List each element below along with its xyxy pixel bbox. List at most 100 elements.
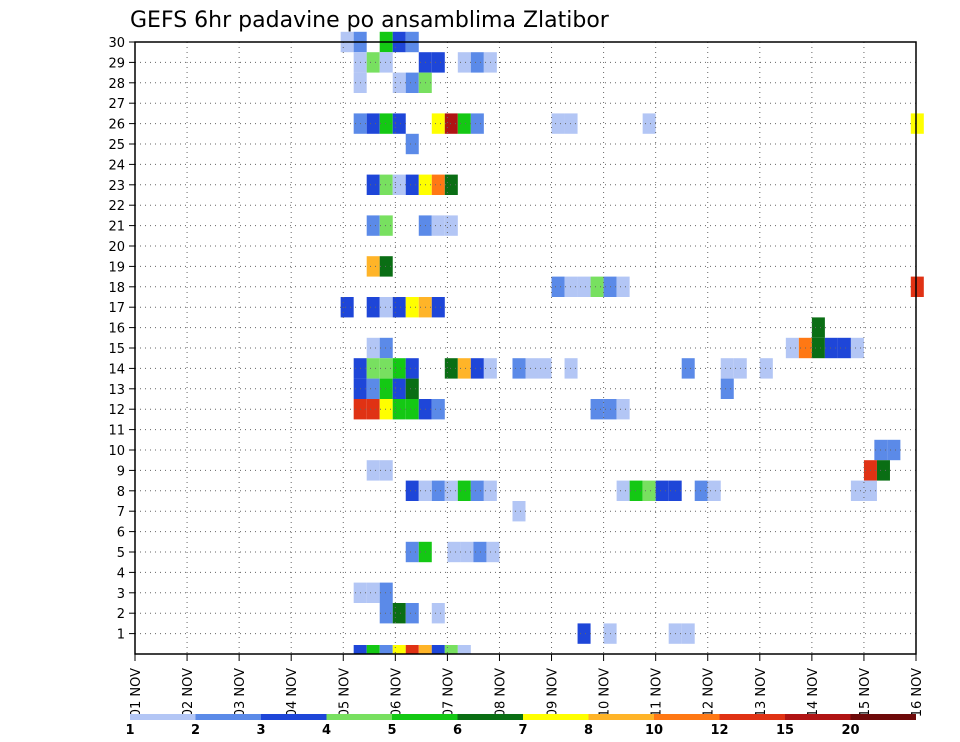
x-tick-label: 15 NOV bbox=[858, 668, 873, 717]
x-tick-label: 11 NOV bbox=[650, 668, 665, 717]
heatmap-cell bbox=[392, 297, 406, 318]
heatmap-cell bbox=[431, 215, 445, 236]
colorbar-swatch bbox=[261, 714, 327, 720]
y-tick-label: 20 bbox=[108, 240, 125, 255]
heatmap-cell bbox=[392, 113, 406, 134]
y-tick-label: 24 bbox=[108, 158, 125, 173]
heatmap-cell bbox=[629, 480, 643, 501]
y-tick-label: 23 bbox=[108, 179, 125, 194]
heatmap-cell bbox=[707, 480, 721, 501]
heatmap-cell bbox=[551, 276, 565, 297]
heatmap-cell bbox=[405, 358, 419, 379]
heatmap-cell bbox=[392, 378, 406, 399]
heatmap-cell bbox=[616, 480, 630, 501]
bottom-strip-cell bbox=[353, 645, 367, 654]
heatmap-cell bbox=[366, 174, 380, 195]
heatmap-cell bbox=[564, 113, 578, 134]
heatmap-cell bbox=[366, 460, 380, 481]
heatmap-cell bbox=[379, 358, 393, 379]
bottom-strip-cell bbox=[418, 645, 432, 654]
y-tick-label: 2 bbox=[117, 607, 125, 622]
colorbar-label: 3 bbox=[256, 723, 265, 738]
heatmap-cell bbox=[577, 623, 591, 644]
heatmap-cell bbox=[512, 358, 526, 379]
colorbar-label: 12 bbox=[710, 723, 728, 738]
heatmap-cell bbox=[379, 337, 393, 359]
colorbar-label: 5 bbox=[387, 723, 396, 738]
bottom-strip-cell bbox=[405, 645, 419, 654]
heatmap-cell bbox=[379, 603, 393, 624]
heatmap-cell bbox=[379, 460, 393, 481]
heatmap-cell bbox=[366, 337, 380, 359]
heatmap-cell bbox=[392, 399, 406, 420]
colorbar-swatch bbox=[588, 714, 654, 720]
heatmap-cell bbox=[590, 276, 604, 297]
heatmap-cell bbox=[379, 174, 393, 195]
y-tick-label: 30 bbox=[108, 36, 125, 51]
x-tick-label: 07 NOV bbox=[441, 668, 456, 717]
y-tick-label: 13 bbox=[108, 383, 125, 398]
heatmap-cell bbox=[486, 541, 500, 563]
heatmap-cell bbox=[392, 603, 406, 624]
heatmap-cell bbox=[785, 337, 799, 359]
x-axis-ticks: 01 NOV 02 NOV 03 NOV 04 NOV 05 NOV 06 NOV 07 N… bbox=[129, 654, 925, 717]
heatmap-cell bbox=[850, 480, 864, 501]
colorbar-swatch bbox=[130, 714, 196, 720]
heatmap-cell bbox=[616, 276, 630, 297]
y-tick-label: 27 bbox=[108, 97, 125, 112]
x-tick-label: 09 NOV bbox=[546, 668, 561, 717]
heatmap-cell bbox=[759, 358, 773, 379]
x-tick-label: 08 NOV bbox=[493, 668, 508, 717]
colorbar-label: 2 bbox=[191, 723, 200, 738]
heatmap-cell bbox=[444, 113, 458, 134]
heatmap-cell bbox=[525, 358, 539, 379]
heatmap-cell bbox=[405, 480, 419, 501]
bottom-strip-cell bbox=[366, 645, 380, 654]
heatmap-cell bbox=[379, 297, 393, 318]
colorbar-label: 8 bbox=[584, 723, 593, 738]
bottom-strip-cell bbox=[431, 645, 445, 654]
heatmap-cell bbox=[460, 541, 474, 563]
x-tick-label: 02 NOV bbox=[181, 668, 196, 717]
heatmap-cell bbox=[366, 256, 380, 277]
x-tick-label: 03 NOV bbox=[233, 668, 248, 717]
y-tick-label: 8 bbox=[117, 485, 125, 500]
y-tick-label: 5 bbox=[117, 546, 125, 561]
y-tick-label: 26 bbox=[108, 118, 125, 133]
heatmap-cell bbox=[564, 358, 578, 379]
heatmap-cell bbox=[379, 256, 393, 277]
heatmap-cell bbox=[431, 52, 445, 73]
heatmap-cell bbox=[431, 603, 445, 624]
heatmap-cell bbox=[431, 399, 445, 420]
heatmap-cell bbox=[824, 337, 838, 359]
heatmap-cell bbox=[366, 113, 380, 134]
heatmap-cell bbox=[366, 399, 380, 420]
y-tick-label: 3 bbox=[117, 587, 125, 602]
heatmap-cell bbox=[405, 399, 419, 420]
heatmap-cell bbox=[405, 297, 419, 318]
heatmap-cell bbox=[444, 480, 458, 501]
heatmap-cell bbox=[655, 480, 669, 501]
y-tick-label: 25 bbox=[108, 138, 125, 153]
heatmap-cell bbox=[681, 358, 695, 379]
x-tick-label: 06 NOV bbox=[389, 668, 404, 717]
heatmap-cell bbox=[681, 623, 695, 644]
y-tick-label: 4 bbox=[117, 566, 125, 581]
heatmap-cell bbox=[447, 541, 461, 563]
heatmap-cell bbox=[366, 358, 380, 379]
heatmap-cell bbox=[392, 358, 406, 379]
colorbar-swatch bbox=[654, 714, 720, 720]
y-tick-label: 29 bbox=[108, 56, 125, 71]
colorbar-swatch bbox=[850, 714, 916, 720]
heatmap-cell bbox=[366, 52, 380, 73]
heatmap-cell bbox=[431, 480, 445, 501]
heatmap-cell bbox=[379, 52, 393, 73]
bottom-strip-cell bbox=[392, 645, 406, 654]
y-tick-label: 14 bbox=[108, 362, 125, 377]
heatmap-cell bbox=[642, 113, 656, 134]
heatmap-cell bbox=[876, 460, 890, 481]
heatmap-cell bbox=[405, 378, 419, 399]
colorbar-swatch bbox=[326, 714, 392, 720]
heatmap-cell bbox=[811, 317, 825, 338]
colorbar-label: 20 bbox=[841, 723, 859, 738]
